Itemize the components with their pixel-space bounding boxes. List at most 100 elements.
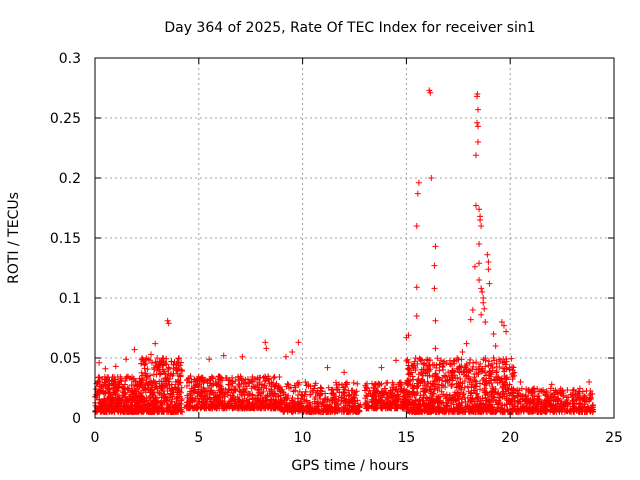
data-point xyxy=(276,373,283,380)
data-point xyxy=(96,359,103,366)
data-point xyxy=(186,404,193,411)
data-point xyxy=(381,385,388,392)
chart-title: Day 364 of 2025, Rate Of TEC Index for r… xyxy=(164,20,535,36)
data-point xyxy=(476,260,483,267)
data-point xyxy=(271,404,278,411)
data-point xyxy=(493,363,500,370)
data-point xyxy=(144,402,151,409)
data-point xyxy=(514,386,521,393)
data-point xyxy=(311,382,318,389)
data-point xyxy=(514,405,521,412)
data-point xyxy=(166,375,173,382)
data-point xyxy=(175,355,182,362)
data-point xyxy=(151,366,158,373)
data-point xyxy=(464,383,471,390)
data-point xyxy=(159,366,166,373)
data-point xyxy=(489,364,496,371)
data-point xyxy=(147,378,154,385)
data-point xyxy=(434,375,441,382)
data-point xyxy=(338,408,345,415)
data-point xyxy=(266,404,273,411)
data-point xyxy=(438,388,445,395)
data-point xyxy=(486,368,493,375)
data-point xyxy=(480,299,487,306)
data-point xyxy=(554,401,561,408)
data-point xyxy=(435,381,442,388)
data-point xyxy=(573,407,580,414)
data-point xyxy=(430,390,437,397)
data-point xyxy=(148,408,155,415)
data-point xyxy=(257,374,264,381)
data-point xyxy=(202,392,209,399)
data-point xyxy=(262,339,269,346)
data-point xyxy=(201,405,208,412)
y-tick-label: 0.15 xyxy=(50,231,81,247)
data-point xyxy=(557,385,564,392)
data-point xyxy=(364,385,371,392)
data-point xyxy=(373,396,380,403)
data-point xyxy=(558,408,565,415)
data-point xyxy=(484,251,491,258)
data-point xyxy=(530,388,537,395)
data-point xyxy=(211,404,218,411)
data-point xyxy=(330,391,337,398)
data-point xyxy=(523,403,530,410)
data-point xyxy=(424,403,431,410)
data-point xyxy=(363,405,370,412)
data-point xyxy=(325,384,332,391)
data-point xyxy=(463,365,470,372)
data-point xyxy=(123,406,130,413)
data-point xyxy=(525,407,532,414)
data-point xyxy=(221,393,228,400)
data-point xyxy=(488,391,495,398)
data-point xyxy=(345,392,352,399)
data-point xyxy=(309,388,316,395)
data-point xyxy=(483,397,490,404)
data-point xyxy=(200,403,207,410)
data-point xyxy=(473,119,480,126)
data-point xyxy=(210,399,217,406)
data-point xyxy=(418,366,425,373)
data-point xyxy=(454,374,461,381)
data-point xyxy=(169,398,176,405)
data-point xyxy=(236,388,243,395)
data-point xyxy=(162,394,169,401)
data-point xyxy=(142,386,149,393)
data-point xyxy=(268,381,275,388)
data-point xyxy=(421,392,428,399)
data-point xyxy=(267,400,274,407)
data-point xyxy=(382,404,389,411)
y-tick-label: 0.2 xyxy=(59,171,81,187)
data-point xyxy=(295,339,302,346)
data-point xyxy=(239,353,246,360)
data-point xyxy=(432,243,439,250)
data-point xyxy=(101,397,108,404)
data-point xyxy=(302,388,309,395)
data-point xyxy=(264,392,271,399)
data-point xyxy=(413,223,420,229)
data-point xyxy=(482,363,489,370)
data-point xyxy=(222,388,229,395)
data-point xyxy=(426,399,433,406)
data-point xyxy=(455,401,462,408)
data-point xyxy=(399,405,406,412)
data-point xyxy=(155,367,162,374)
data-point xyxy=(274,385,281,392)
data-point xyxy=(341,389,348,396)
data-point xyxy=(456,384,463,391)
data-point xyxy=(533,405,540,412)
data-point xyxy=(116,392,123,399)
data-point xyxy=(535,392,542,399)
data-point xyxy=(478,285,485,292)
data-point xyxy=(518,393,525,400)
data-point xyxy=(270,374,277,381)
data-point xyxy=(198,394,205,401)
data-point xyxy=(229,374,236,381)
x-tick-label: 25 xyxy=(605,430,623,446)
data-point xyxy=(314,408,321,415)
data-point xyxy=(277,392,284,399)
data-point xyxy=(139,356,146,363)
data-point xyxy=(131,408,138,415)
data-point xyxy=(215,403,222,410)
